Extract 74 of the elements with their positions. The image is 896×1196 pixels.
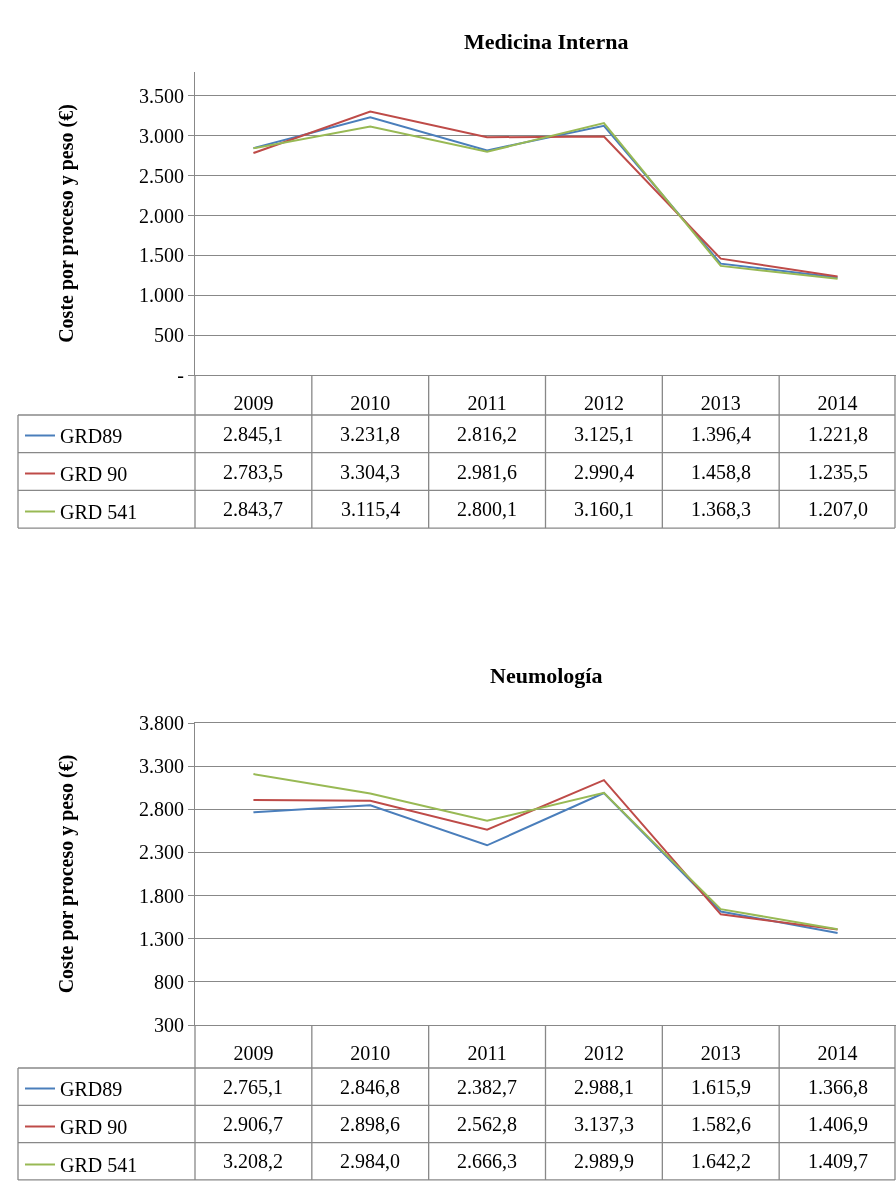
- x-tick-label: 2012: [583, 392, 624, 414]
- data-label: 2.988,1: [574, 1076, 634, 1098]
- y-tick-label: 300: [154, 1014, 184, 1036]
- y-tick-label: 500: [154, 324, 184, 347]
- data-label: 3.137,3: [574, 1113, 634, 1135]
- y-tick-label: 3.800: [139, 712, 184, 734]
- data-label: 2.989,9: [574, 1150, 634, 1172]
- y-tick-label: 1.500: [139, 244, 184, 267]
- data-label: 3.125,1: [574, 423, 634, 445]
- data-label: 2.990,4: [574, 461, 634, 483]
- y-tick-label: 1.300: [139, 927, 184, 950]
- y-tick-label: 3.000: [139, 124, 184, 147]
- legend-label: GRD89: [60, 425, 123, 448]
- data-label: 2.846,8: [340, 1076, 400, 1098]
- y-tick-label: 800: [154, 970, 184, 993]
- data-label: 1.582,6: [691, 1113, 751, 1135]
- chart-title: Neumología: [490, 663, 603, 688]
- x-tick-label: 2014: [817, 392, 858, 414]
- x-tick-label: 2012: [583, 1042, 624, 1064]
- data-label: 1.615,9: [691, 1076, 751, 1098]
- data-label: 3.160,1: [574, 498, 634, 520]
- data-label: 2.843,7: [223, 498, 283, 520]
- data-label: 3.115,4: [341, 498, 401, 520]
- x-tick-label: 2014: [817, 1042, 858, 1064]
- legend-label: GRD 90: [60, 463, 128, 486]
- data-label: 2.382,7: [457, 1076, 517, 1098]
- x-tick-label: 2013: [700, 1042, 741, 1064]
- y-tick-label: 3.500: [139, 84, 184, 107]
- y-axis-title: Coste por proceso y peso (€): [54, 104, 78, 343]
- data-label: 1.235,5: [808, 461, 868, 483]
- legend-label: GRD 541: [60, 1154, 138, 1177]
- x-tick-label: 2009: [233, 392, 274, 414]
- data-label: 2.984,0: [340, 1150, 400, 1172]
- data-label: 1.368,3: [691, 498, 751, 520]
- data-label: 1.458,8: [691, 461, 751, 483]
- legend-label: GRD 90: [60, 1116, 128, 1139]
- data-label: 1.366,8: [808, 1076, 868, 1098]
- data-label: 2.981,6: [457, 461, 517, 483]
- data-label: 3.231,8: [340, 423, 400, 445]
- data-label: 1.642,2: [691, 1150, 751, 1172]
- data-label: 3.208,2: [223, 1150, 283, 1172]
- x-tick-label: 2009: [233, 1042, 274, 1064]
- y-tick-label: 2.000: [139, 204, 184, 227]
- y-axis-title: Coste por proceso y peso (€): [54, 754, 78, 994]
- y-tick-label: 3.300: [139, 755, 184, 778]
- x-tick-label: 2011: [467, 1042, 507, 1064]
- y-tick-label: -: [177, 364, 184, 386]
- data-label: 1.207,0: [808, 498, 868, 520]
- data-label: 1.409,7: [808, 1150, 868, 1172]
- y-tick-label: 2.300: [139, 841, 184, 864]
- y-tick-label: 1.800: [139, 884, 184, 907]
- data-label: 2.816,2: [457, 423, 517, 445]
- data-label: 2.906,7: [223, 1113, 283, 1135]
- x-tick-label: 2010: [350, 1042, 391, 1064]
- y-tick-label: 1.000: [139, 284, 184, 307]
- data-label: 2.666,3: [457, 1150, 517, 1172]
- chart-title: Medicina Interna: [464, 29, 629, 54]
- x-tick-label: 2013: [700, 392, 741, 414]
- data-label: 2.898,6: [340, 1113, 400, 1135]
- data-label: 2.783,5: [223, 461, 283, 483]
- data-label: 2.845,1: [223, 423, 283, 445]
- data-label: 3.304,3: [340, 461, 400, 483]
- y-tick-label: 2.800: [139, 798, 184, 821]
- legend-label: GRD89: [60, 1078, 123, 1101]
- x-tick-label: 2011: [467, 392, 507, 414]
- data-label: 2.765,1: [223, 1076, 283, 1098]
- data-label: 1.221,8: [808, 423, 868, 445]
- y-tick-label: 2.500: [139, 164, 184, 187]
- legend-label: GRD 541: [60, 501, 138, 524]
- data-label: 2.562,8: [457, 1113, 517, 1135]
- data-label: 1.406,9: [808, 1113, 868, 1135]
- x-tick-label: 2010: [350, 392, 391, 414]
- data-label: 2.800,1: [457, 498, 517, 520]
- data-label: 1.396,4: [691, 423, 751, 445]
